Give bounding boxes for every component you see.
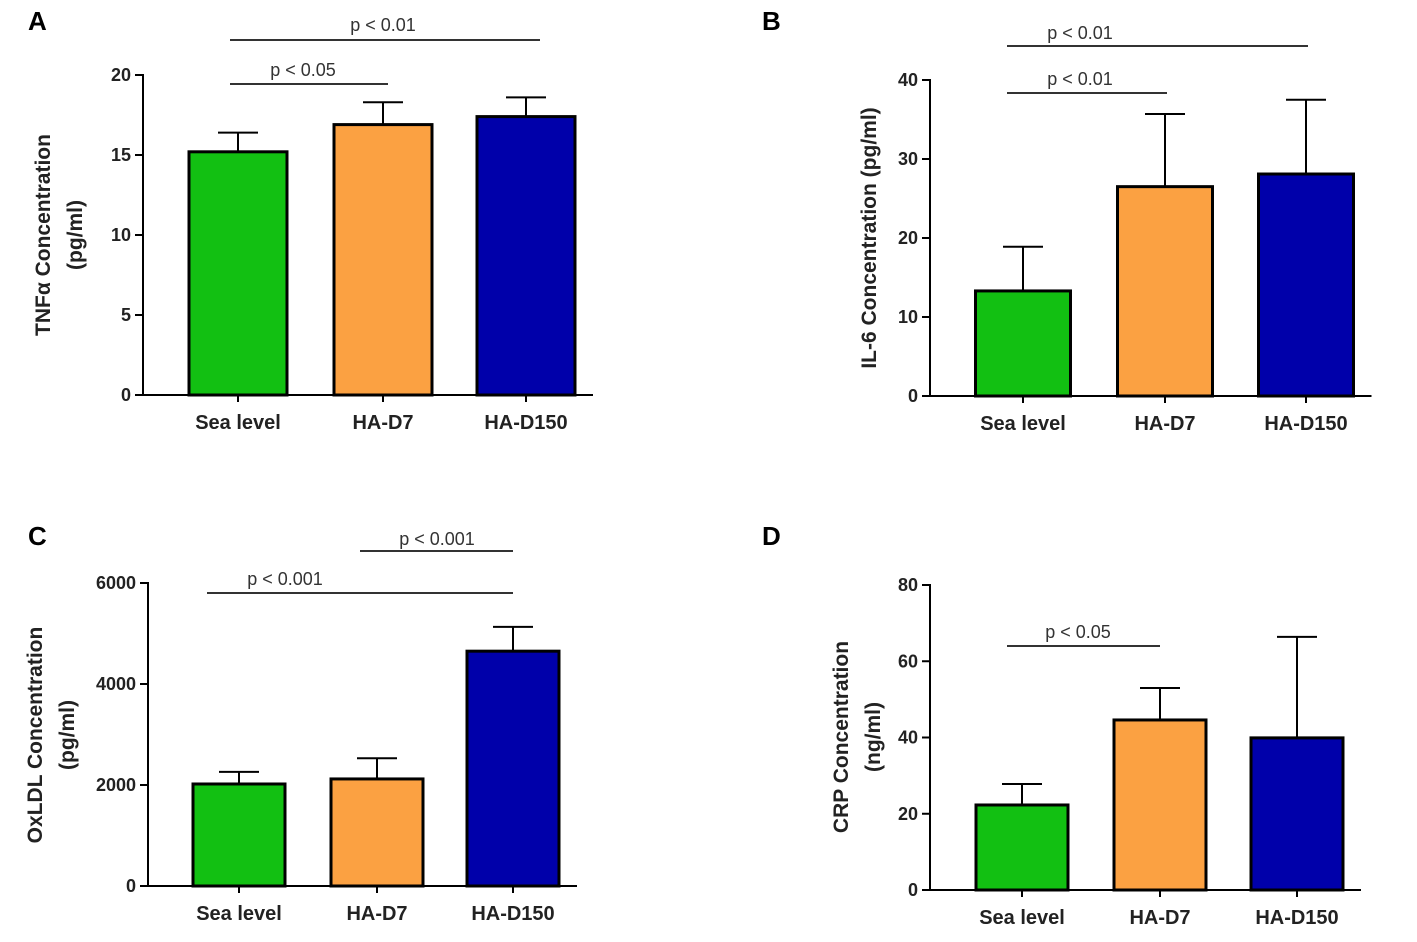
- panel-A: A 0 5 10 15 20 Sea level HA-D7 HA-D150 TNFα Conce…: [28, 6, 593, 434]
- y-tick-label: 0: [908, 386, 918, 406]
- significance-label: p < 0.01: [1047, 23, 1113, 43]
- x-tick-label: HA-D7: [1134, 413, 1195, 435]
- panel-D: D 0 20 40 60 80 Sea level HA-D7 HA-D150 CRP Conce…: [762, 521, 1361, 929]
- y-axis-label: (ng/ml): [862, 702, 885, 772]
- x-tick-label: Sea level: [979, 907, 1065, 929]
- panel-B: B 0 10 20 30 40 Sea level HA-D7 HA-D150 IL-6 Conc…: [762, 6, 1372, 435]
- y-tick-label: 40: [898, 70, 918, 90]
- y-axis-label: (pg/ml): [56, 700, 79, 770]
- panel-letter: C: [28, 521, 47, 551]
- bar-ha-d7: [329, 777, 425, 888]
- bar-ha-d7: [1112, 718, 1208, 892]
- bar-ha-d7: [1116, 185, 1214, 398]
- x-tick-label: HA-D150: [1264, 413, 1347, 435]
- x-tick-label: Sea level: [196, 903, 282, 925]
- bar-ha-d150: [465, 649, 561, 888]
- y-tick-label: 0: [121, 385, 131, 405]
- bar-ha-d150: [475, 115, 577, 397]
- y-tick-label: 2000: [96, 775, 136, 795]
- x-tick-label: Sea level: [195, 412, 281, 434]
- y-axis-label: OxLDL Concentration: [24, 627, 47, 844]
- significance-label: p < 0.001: [247, 569, 323, 589]
- bar-sea-level: [191, 782, 287, 888]
- significance-label: p < 0.01: [1047, 69, 1113, 89]
- y-tick-label: 40: [898, 728, 918, 748]
- bar-ha-d7: [332, 123, 434, 397]
- y-axis-label: TNFα Concentration: [32, 134, 55, 336]
- x-tick-label: HA-D7: [1129, 907, 1190, 929]
- y-tick-label: 80: [898, 575, 918, 595]
- x-tick-label: HA-D150: [471, 903, 554, 925]
- y-tick-label: 6000: [96, 573, 136, 593]
- y-axis-label: IL-6 Concentration (pg/ml): [858, 107, 881, 368]
- significance-label: p < 0.001: [399, 529, 475, 549]
- x-tick-label: HA-D7: [352, 412, 413, 434]
- y-tick-label: 10: [111, 225, 131, 245]
- y-tick-label: 0: [126, 876, 136, 896]
- bar-sea-level: [974, 803, 1070, 892]
- panel-letter: B: [762, 6, 781, 36]
- x-tick-label: HA-D150: [1255, 907, 1338, 929]
- y-tick-label: 20: [898, 228, 918, 248]
- panel-letter: D: [762, 521, 781, 551]
- y-tick-label: 5: [121, 305, 131, 325]
- y-tick-label: 20: [898, 804, 918, 824]
- bar-sea-level: [974, 289, 1072, 398]
- y-tick-label: 0: [908, 880, 918, 900]
- y-tick-label: 15: [111, 145, 131, 165]
- x-tick-label: HA-D150: [484, 412, 567, 434]
- significance-label: p < 0.01: [350, 15, 416, 35]
- bar-ha-d150: [1249, 736, 1345, 892]
- y-tick-label: 30: [898, 149, 918, 169]
- bar-ha-d150: [1257, 172, 1355, 398]
- panel-C: C 0 2000 4000 6000 Sea level HA-D7 HA-D150 OxLDL…: [24, 521, 577, 925]
- y-tick-label: 20: [111, 65, 131, 85]
- y-tick-label: 4000: [96, 674, 136, 694]
- panel-letter: A: [28, 6, 47, 36]
- bar-sea-level: [187, 150, 289, 397]
- y-axis-label: CRP Concentration: [830, 641, 853, 833]
- y-axis-label: (pg/ml): [64, 200, 87, 270]
- significance-label: p < 0.05: [270, 60, 336, 80]
- x-tick-label: Sea level: [980, 413, 1066, 435]
- significance-label: p < 0.05: [1045, 622, 1111, 642]
- x-tick-label: HA-D7: [346, 903, 407, 925]
- y-tick-label: 10: [898, 307, 918, 327]
- y-tick-label: 60: [898, 651, 918, 671]
